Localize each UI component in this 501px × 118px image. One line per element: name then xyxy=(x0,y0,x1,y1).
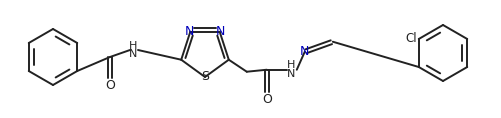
Text: O: O xyxy=(262,93,272,106)
Text: N: N xyxy=(216,25,225,38)
Text: H
N: H N xyxy=(287,60,295,79)
Text: N: N xyxy=(184,25,194,38)
Text: H
N: H N xyxy=(129,41,137,59)
Text: Cl: Cl xyxy=(405,32,417,46)
Text: N: N xyxy=(300,45,310,58)
Text: O: O xyxy=(105,79,115,92)
Text: S: S xyxy=(201,70,209,84)
